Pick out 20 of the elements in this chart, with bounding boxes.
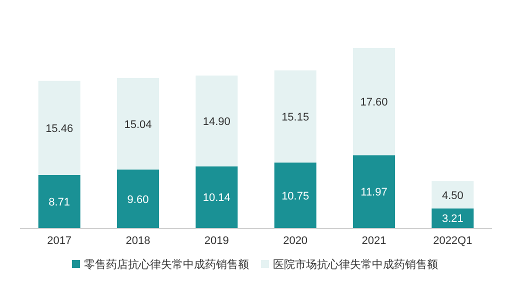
x-tick-label: 2017 — [47, 235, 72, 247]
x-tick-label: 2022Q1 — [433, 235, 472, 247]
data-label: 10.14 — [202, 192, 230, 204]
x-tick-label: 2021 — [362, 235, 386, 247]
data-label: 9.60 — [127, 194, 149, 206]
data-label: 4.50 — [442, 190, 464, 202]
x-tick-label: 2018 — [126, 235, 150, 247]
legend-label: 零售药店抗心律失常中成药销售额 — [84, 258, 249, 271]
data-label: 3.21 — [442, 213, 464, 226]
data-label: 17.60 — [360, 96, 388, 109]
data-label: 15.15 — [282, 111, 310, 124]
data-label: 15.04 — [124, 118, 152, 131]
x-tick-label: 2019 — [204, 235, 229, 247]
data-label: 15.46 — [46, 122, 74, 135]
x-tick-label: 2020 — [283, 235, 308, 247]
data-label: 10.75 — [282, 190, 310, 202]
data-label: 8.71 — [48, 196, 70, 208]
data-label: 14.90 — [202, 116, 230, 128]
data-label: 11.97 — [360, 186, 388, 199]
legend-label: 医院市场抗心律失常中成药销售额 — [273, 258, 438, 271]
